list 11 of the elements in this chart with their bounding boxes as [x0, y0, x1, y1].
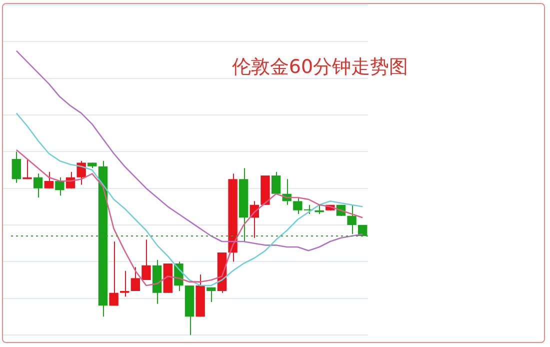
candlestick [33, 173, 43, 198]
candlestick [76, 160, 86, 186]
candlestick [271, 171, 281, 194]
candlestick [206, 286, 216, 302]
candlestick [120, 270, 130, 297]
candlestick [12, 151, 22, 184]
candlestick [44, 171, 54, 189]
candlestick [347, 204, 356, 235]
candlestick [55, 176, 64, 196]
candlestick [109, 241, 118, 306]
chart-title: 伦敦金60分钟走势图 [230, 55, 410, 80]
